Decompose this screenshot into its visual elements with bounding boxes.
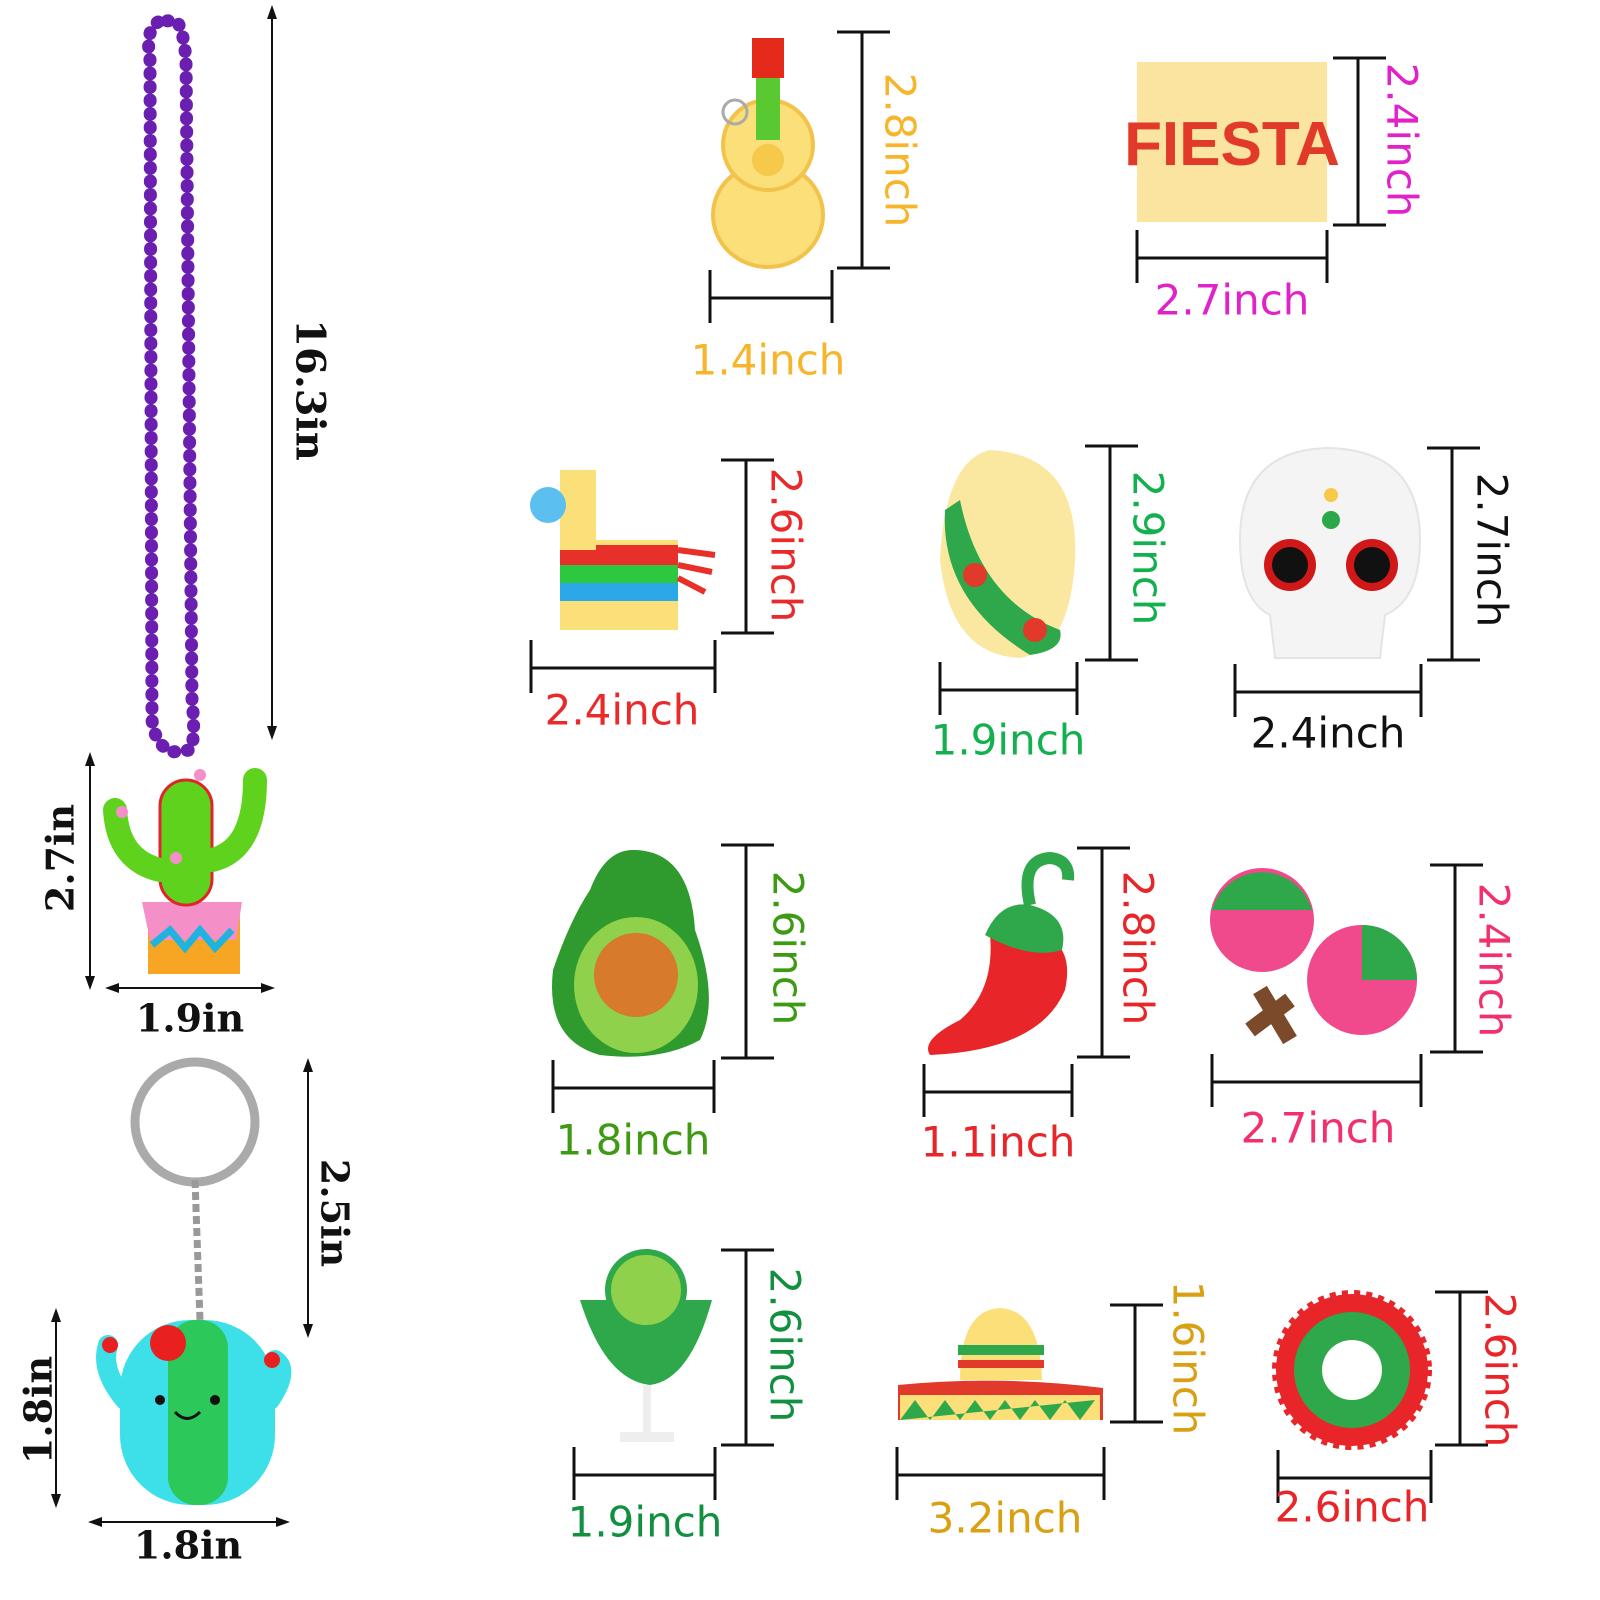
margarita-ornament: [580, 1249, 712, 1442]
guitar-ornament: [711, 38, 825, 269]
maracas-width-label: 2.7inch: [1241, 1104, 1396, 1153]
sugar-skull-width-label: 2.4inch: [1251, 709, 1406, 758]
chili-pepper-height-label: 2.8inch: [1114, 871, 1163, 1026]
fiesta-banner-height-line: [1333, 56, 1386, 227]
pinata-llama-height-label: 2.6inch: [762, 468, 811, 623]
maracas-ornament: [1210, 868, 1417, 1045]
pinata-llama-ornament: [530, 470, 716, 630]
sombrero-width-line: [895, 1447, 1106, 1500]
pinata-llama-width-line: [529, 640, 717, 693]
cactus-pendant: [103, 768, 267, 974]
taco-height-line: [1085, 444, 1138, 662]
margarita-width-line: [572, 1447, 717, 1500]
sun-medallion-height-label: 2.6inch: [1476, 1293, 1525, 1448]
avocado-ornament: [551, 850, 709, 1057]
pendant-width-label: 1.9in: [136, 996, 244, 1041]
avocado-height-label: 2.6inch: [764, 871, 813, 1026]
chili-pepper-ornament: [928, 851, 1075, 1055]
avocado-width-line: [551, 1060, 716, 1113]
sun-medallion-ornament: [1272, 1290, 1432, 1450]
sombrero-height-line: [1110, 1303, 1163, 1424]
guitar-width-line: [708, 270, 834, 323]
keychain-charm-height-arrow: [51, 1308, 61, 1508]
pendant-height-label: 2.7in: [38, 804, 83, 912]
chili-pepper-width-label: 1.1inch: [921, 1118, 1076, 1167]
margarita-height-line: [721, 1248, 774, 1447]
avocado-height-line: [721, 843, 774, 1060]
taco-height-label: 2.9inch: [1124, 471, 1173, 626]
necklace-length-label: 16.3in: [287, 319, 334, 461]
bead-necklace: [142, 13, 201, 759]
sun-medallion-height-line: [1435, 1290, 1488, 1447]
sombrero-height-label: 1.6inch: [1164, 1281, 1213, 1436]
sugar-skull-width-line: [1233, 664, 1423, 717]
pinata-llama-width-label: 2.4inch: [545, 686, 700, 735]
avocado-width-label: 1.8inch: [556, 1116, 711, 1165]
keychain-charm-width-arrow: [88, 1517, 290, 1527]
chili-pepper-height-line: [1077, 846, 1130, 1059]
margarita-height-label: 2.6inch: [761, 1268, 810, 1423]
fiesta-banner-width-label: 2.7inch: [1155, 276, 1310, 325]
fiesta-banner-lettering: FIESTA: [1124, 110, 1340, 179]
pendant-height-arrow: [85, 752, 95, 990]
fiesta-banner-width-line: [1135, 230, 1329, 283]
necklace-length-arrow: [267, 5, 277, 740]
keychain-charm-width-label: 1.8in: [134, 1523, 242, 1568]
maracas-height-line: [1430, 863, 1483, 1054]
sombrero-ornament: [898, 1308, 1103, 1420]
maracas-height-label: 2.4inch: [1470, 883, 1519, 1038]
keychain-charm-height-label: 1.8in: [16, 1356, 61, 1464]
sugar-skull-ornament: [1238, 446, 1422, 659]
guitar-height-label: 2.8inch: [876, 73, 925, 228]
fiesta-banner-height-label: 2.4inch: [1378, 63, 1427, 218]
guitar-height-line: [837, 30, 890, 270]
guitar-width-label: 1.4inch: [691, 336, 846, 385]
dimension-annotations: 16.3in 2.7in 1.9in 2.5in 1.8in 1.8in 2.8inch 1.…: [16, 5, 1525, 1568]
pinata-llama-height-line: [721, 458, 774, 635]
cactus-keychain: [96, 1057, 292, 1505]
sun-medallion-width-line: [1276, 1450, 1433, 1503]
margarita-width-label: 1.9inch: [568, 1498, 723, 1547]
sugar-skull-height-line: [1427, 446, 1480, 662]
pendant-width-arrow: [105, 983, 275, 993]
sombrero-width-label: 3.2inch: [928, 1494, 1083, 1543]
fiesta-banner-ornament: FIESTA: [1124, 62, 1340, 222]
keychain-length-label: 2.5in: [313, 1159, 358, 1267]
maracas-width-line: [1210, 1054, 1423, 1107]
taco-width-line: [938, 662, 1079, 715]
taco-width-label: 1.9inch: [931, 716, 1086, 765]
sugar-skull-height-label: 2.7inch: [1468, 473, 1517, 628]
keychain-length-arrow: [303, 1058, 313, 1338]
chili-pepper-width-line: [922, 1064, 1074, 1117]
sun-medallion-width-label: 2.6inch: [1275, 1483, 1430, 1532]
taco-ornament: [940, 450, 1076, 658]
